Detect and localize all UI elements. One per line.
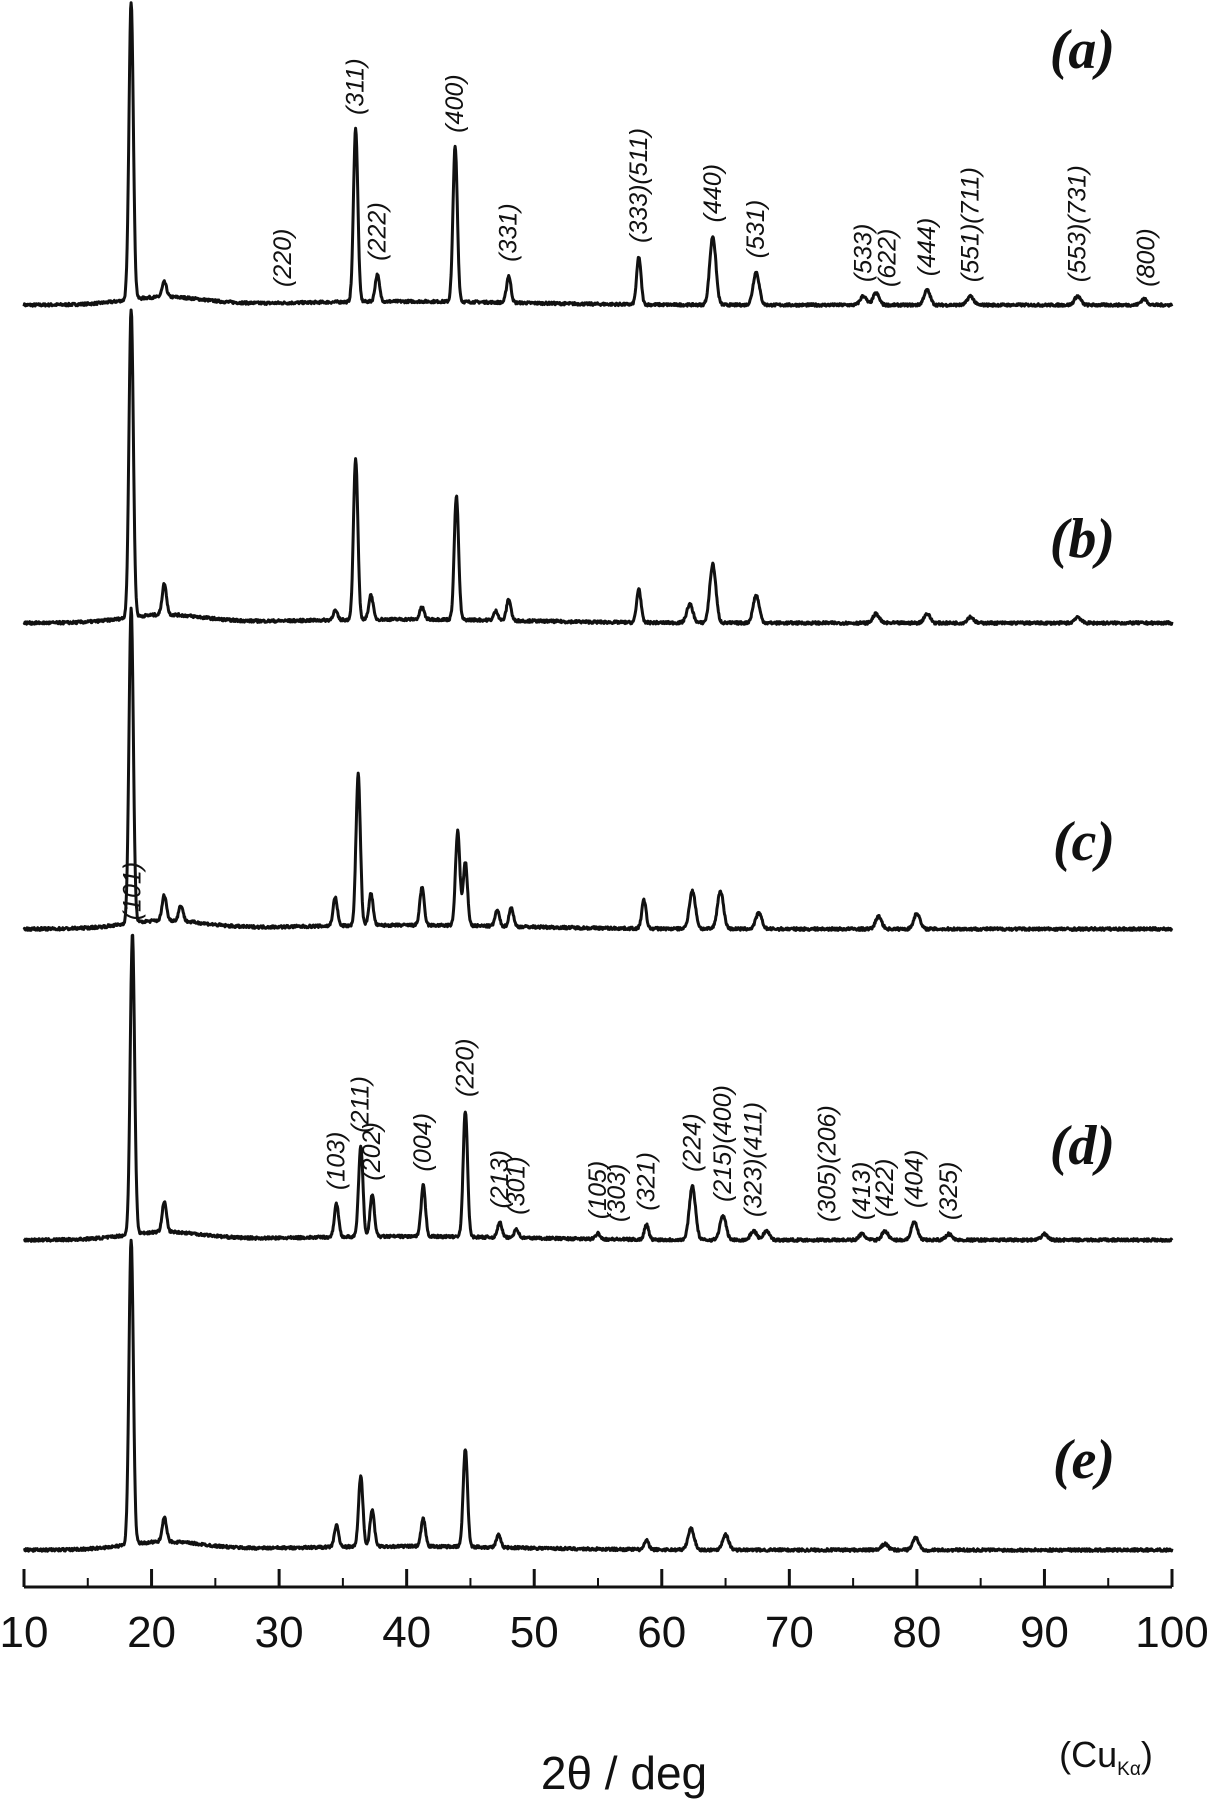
hkl-label: (103) [323, 1132, 351, 1190]
hkl-label: (404) [900, 1150, 928, 1208]
hkl-label: (224) [678, 1113, 706, 1171]
hkl-label: (533) [849, 224, 877, 282]
x-axis-label: 2θ / deg [541, 1747, 707, 1799]
hkl-label: (553)(731) [1064, 165, 1092, 282]
hkl-label: (323)(411) [740, 1102, 768, 1217]
hkl-label: (321) [632, 1152, 660, 1210]
hkl-label: (413) [848, 1162, 876, 1220]
x-tick-label: 70 [765, 1608, 814, 1657]
x-tick-label: 60 [637, 1608, 686, 1657]
pattern-trace-3 [22, 606, 1174, 932]
x-axis-unit-note: (CuKα) [1059, 1734, 1153, 1780]
hkl-label: (101) [118, 862, 146, 920]
x-tick-label: 100 [1135, 1608, 1208, 1657]
pattern-trace-2 [22, 308, 1174, 626]
hkl-label: (531) [742, 200, 770, 258]
hkl-label: (305)(206) [814, 1105, 842, 1222]
x-axis: 10 20 30 40 50 60 70 80 90 100 [0, 1569, 1209, 1657]
hkl-label: (331) [495, 203, 523, 261]
hkl-label: (105) [584, 1161, 612, 1219]
hkl-annotations: (111)(220)(311)(222)(400)(331)(333)(511)… [118, 58, 1160, 1222]
pattern-trace-5 [22, 1238, 1174, 1553]
hkl-label: (211) [347, 1076, 375, 1133]
hkl-label: (444) [913, 218, 941, 276]
xrd-traces [22, 1, 1174, 1553]
x-tick-label: 10 [0, 1608, 48, 1657]
x-tick-label: 50 [510, 1608, 559, 1657]
x-tick-label: 80 [892, 1608, 941, 1657]
hkl-label: (303) [603, 1164, 631, 1222]
hkl-label: (220) [451, 1038, 479, 1096]
hkl-label: (440) [699, 164, 727, 222]
panel-label-2: (b) [1050, 508, 1115, 570]
hkl-label: (213) [486, 1150, 514, 1208]
hkl-label: (004) [409, 1113, 437, 1171]
hkl-label: (222) [363, 202, 391, 260]
hkl-label: (333)(511) [625, 128, 653, 243]
x-tick-label: 90 [1020, 1608, 1069, 1657]
hkl-label: (202) [358, 1122, 386, 1180]
panel-label-3: (c) [1053, 811, 1115, 873]
panel-labels: (a) (b) (c) (d) (e) [1050, 19, 1115, 1491]
x-tick-label: 30 [255, 1608, 304, 1657]
x-tick-label: 40 [382, 1608, 431, 1657]
hkl-label: (422) [871, 1159, 899, 1217]
hkl-label: (311) [342, 58, 370, 115]
panel-label-5: (e) [1053, 1429, 1115, 1491]
hkl-label: (622) [874, 229, 902, 287]
panel-label-4: (d) [1050, 1115, 1115, 1177]
hkl-label: (301) [502, 1156, 530, 1214]
hkl-label: (551)(711) [956, 167, 984, 282]
x-tick-label: 20 [127, 1608, 176, 1657]
hkl-label: (325) [935, 1162, 963, 1220]
hkl-label: (400) [441, 74, 469, 132]
hkl-label: (800) [1132, 228, 1160, 286]
pattern-trace-1 [22, 1, 1174, 308]
panel-label-1: (a) [1050, 19, 1115, 81]
pattern-trace-4 [23, 933, 1174, 1243]
hkl-label: (215)(400) [709, 1085, 737, 1202]
hkl-label: (220) [269, 229, 297, 287]
